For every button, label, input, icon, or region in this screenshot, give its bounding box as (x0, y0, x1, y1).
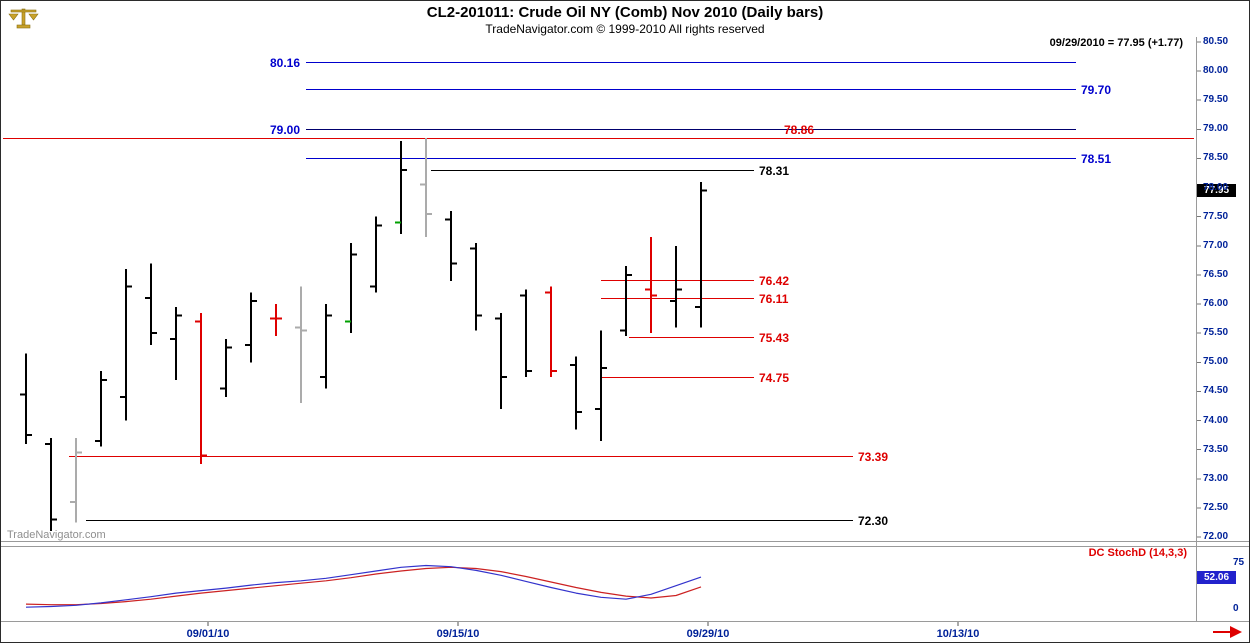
level-label-78.31: 78.31 (759, 163, 790, 178)
price-axis-label[interactable]: 72.50 (1203, 501, 1229, 513)
date-axis-label[interactable]: 10/13/10 (936, 628, 980, 640)
level-label-79.70: 79.70 (1081, 82, 1112, 97)
date-axis-label[interactable]: 09/15/10 (436, 628, 480, 640)
page-title: CL2-201011: Crude Oil NY (Comb) Nov 2010… (426, 4, 824, 21)
price-axis-label[interactable]: 80.00 (1203, 65, 1229, 77)
scroll-right-arrow-icon[interactable] (1230, 626, 1242, 638)
price-axis-label[interactable]: 78.00 (1203, 181, 1229, 193)
watermark: TradeNavigator.com (7, 529, 106, 541)
tradenavigator-logo-icon (8, 8, 39, 29)
level-label-74.75: 74.75 (759, 370, 790, 385)
price-axis-label[interactable]: 79.00 (1203, 123, 1229, 135)
price-axis-label[interactable]: 73.50 (1203, 443, 1229, 455)
stoch-axis-label: 0 (1233, 603, 1239, 614)
price-axis-label[interactable]: 72.00 (1203, 531, 1229, 542)
price-axis-label[interactable]: 74.00 (1203, 414, 1229, 426)
copyright-text: TradeNavigator.com © 1999-2010 All right… (485, 22, 765, 36)
price-axis-label[interactable]: 78.50 (1203, 152, 1229, 164)
level-label-78.86: 78.86 (784, 122, 815, 137)
last-quote-text: 09/29/2010 = 77.95 (+1.77) (1049, 37, 1183, 49)
indicator-label: DC StochD (14,3,3) (1088, 547, 1187, 559)
price-axis-label[interactable]: 76.00 (1203, 298, 1229, 310)
stoch-line-stochd-slow (25, 566, 702, 606)
price-axis-label[interactable]: 75.50 (1203, 327, 1229, 339)
level-label-79.00: 79.00 (269, 122, 300, 137)
price-axis-label[interactable]: 76.50 (1203, 268, 1229, 280)
date-axis-label[interactable]: 09/29/10 (686, 628, 730, 640)
price-axis-label[interactable]: 73.00 (1203, 472, 1229, 484)
level-label-73.39: 73.39 (858, 449, 889, 464)
level-label-76.11: 76.11 (759, 291, 789, 306)
price-axis-label[interactable]: 77.50 (1203, 210, 1229, 222)
price-axis-label[interactable]: 74.50 (1203, 385, 1229, 397)
stoch-line-stochd (25, 564, 702, 608)
level-label-80.16: 80.16 (269, 55, 300, 70)
level-label-72.30: 72.30 (858, 513, 889, 528)
price-axis-label[interactable]: 79.50 (1203, 94, 1229, 106)
stoch-value-badge: 52.06 (1197, 570, 1236, 584)
date-axis-label[interactable]: 09/01/10 (186, 628, 230, 640)
price-axis-label[interactable]: 80.50 (1203, 36, 1229, 47)
stoch-axis-label: 75 (1233, 557, 1245, 568)
price-axis-label[interactable]: 75.00 (1203, 356, 1229, 368)
level-label-75.43: 75.43 (759, 330, 790, 345)
level-label-76.42: 76.42 (759, 273, 790, 288)
price-axis-label[interactable]: 77.00 (1203, 239, 1229, 251)
level-label-78.51: 78.51 (1081, 151, 1112, 166)
last-price-badge: 77.95 (1197, 184, 1236, 197)
